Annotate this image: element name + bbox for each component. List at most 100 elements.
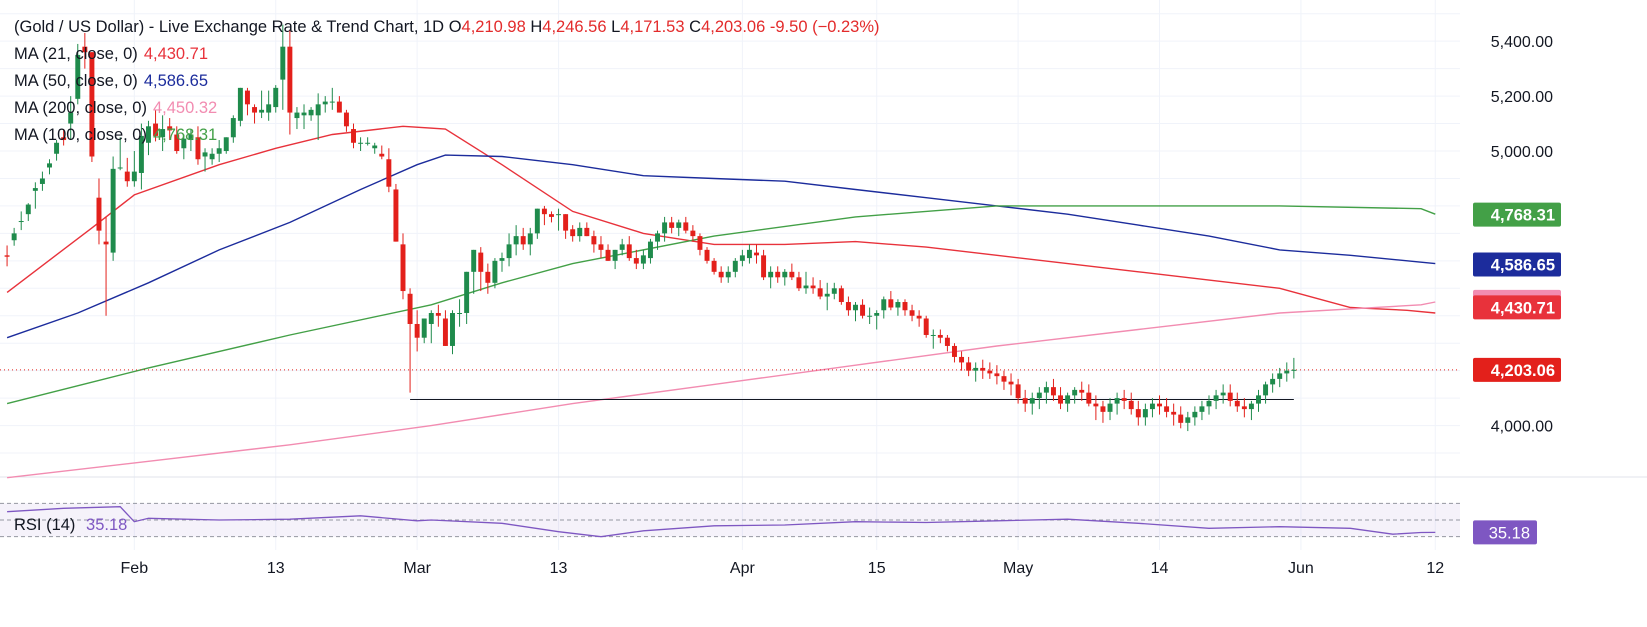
candle[interactable] — [1157, 395, 1162, 415]
candle[interactable] — [124, 157, 130, 187]
candle[interactable] — [1291, 357, 1297, 379]
candle[interactable] — [619, 238, 625, 256]
candle[interactable] — [1171, 403, 1177, 426]
candle[interactable] — [336, 96, 342, 113]
candle[interactable] — [1072, 387, 1078, 404]
candle[interactable] — [725, 266, 731, 283]
candle[interactable] — [782, 269, 788, 286]
candle[interactable] — [563, 214, 569, 239]
candle[interactable] — [633, 249, 639, 270]
candle[interactable] — [838, 285, 844, 305]
candle[interactable] — [428, 310, 434, 344]
legend-ma50[interactable]: MA (50, close, 0) 4,586.65 — [14, 68, 880, 95]
candle[interactable] — [146, 120, 151, 156]
candle[interactable] — [520, 227, 526, 250]
candle[interactable] — [1178, 406, 1184, 429]
candle[interactable] — [343, 109, 349, 132]
candle[interactable] — [1079, 381, 1085, 401]
candle[interactable] — [718, 266, 724, 283]
candle[interactable] — [89, 52, 95, 162]
candle[interactable] — [591, 230, 597, 253]
candle[interactable] — [959, 351, 965, 371]
candle[interactable] — [68, 96, 74, 141]
candle[interactable] — [407, 288, 413, 393]
candle[interactable] — [1248, 400, 1254, 421]
candle[interactable] — [266, 90, 272, 121]
candle[interactable] — [1135, 400, 1141, 426]
candle[interactable] — [421, 318, 427, 344]
candle[interactable] — [478, 247, 484, 292]
candle[interactable] — [1185, 411, 1191, 432]
candle[interactable] — [259, 90, 265, 119]
candle[interactable] — [47, 159, 52, 175]
candle[interactable] — [131, 151, 137, 187]
candle[interactable] — [541, 205, 547, 226]
candle[interactable] — [315, 93, 321, 141]
candle[interactable] — [195, 126, 201, 165]
candle[interactable] — [230, 115, 236, 143]
candle[interactable] — [640, 249, 646, 270]
candle[interactable] — [704, 247, 710, 264]
candle[interactable] — [39, 171, 45, 191]
candle[interactable] — [160, 115, 166, 152]
candle[interactable] — [209, 148, 215, 165]
candle[interactable] — [817, 280, 823, 300]
candle[interactable] — [676, 219, 682, 237]
legend-ma200[interactable]: MA (200, close, 0) 4,450.32 — [14, 95, 880, 122]
candle[interactable] — [485, 263, 491, 294]
candle[interactable] — [860, 299, 866, 319]
candle[interactable] — [1022, 389, 1028, 412]
candle[interactable] — [329, 87, 335, 110]
candle[interactable] — [1241, 398, 1247, 418]
candle[interactable] — [605, 244, 611, 261]
candle[interactable] — [450, 310, 455, 355]
candle[interactable] — [1065, 392, 1071, 412]
candle[interactable] — [775, 266, 781, 283]
candle[interactable] — [435, 304, 441, 327]
candle[interactable] — [414, 310, 420, 352]
candle[interactable] — [1284, 362, 1290, 382]
candle[interactable] — [824, 282, 830, 311]
candle[interactable] — [944, 334, 950, 352]
candle[interactable] — [1058, 387, 1064, 410]
candle[interactable] — [973, 362, 979, 382]
candle[interactable] — [1277, 367, 1283, 388]
candle[interactable] — [1001, 370, 1007, 390]
candle[interactable] — [831, 282, 837, 300]
candle[interactable] — [216, 140, 222, 162]
candle[interactable] — [1234, 392, 1240, 412]
candle[interactable] — [647, 238, 653, 264]
candle[interactable] — [110, 156, 116, 261]
candle[interactable] — [690, 225, 696, 242]
candle[interactable] — [1227, 384, 1233, 407]
candle[interactable] — [549, 211, 554, 223]
candle[interactable] — [18, 211, 24, 231]
candle[interactable] — [1149, 398, 1155, 418]
candle[interactable] — [895, 299, 901, 316]
candle[interactable] — [697, 233, 703, 256]
candle[interactable] — [1263, 381, 1269, 404]
candle[interactable] — [322, 96, 328, 113]
candle[interactable] — [584, 222, 590, 237]
candle[interactable] — [746, 244, 752, 264]
candle[interactable] — [54, 140, 60, 161]
candle[interactable] — [598, 236, 604, 259]
candle[interactable] — [952, 343, 957, 363]
candle[interactable] — [1270, 373, 1276, 393]
candle[interactable] — [174, 126, 180, 154]
time-axis[interactable]: Feb 13 Mar 13 Apr 15 May 14 Jun 12 — [121, 560, 1445, 577]
candle[interactable] — [937, 329, 943, 344]
candle[interactable] — [393, 183, 399, 242]
candle[interactable] — [1086, 384, 1092, 407]
candle[interactable] — [400, 233, 406, 300]
candle[interactable] — [669, 216, 675, 234]
candle[interactable] — [351, 123, 356, 149]
candle[interactable] — [308, 107, 314, 121]
candle[interactable] — [768, 266, 774, 289]
candle[interactable] — [994, 365, 1000, 385]
candle[interactable] — [372, 142, 378, 154]
candle[interactable] — [506, 233, 512, 267]
candle[interactable] — [513, 225, 519, 256]
candle[interactable] — [803, 271, 809, 294]
